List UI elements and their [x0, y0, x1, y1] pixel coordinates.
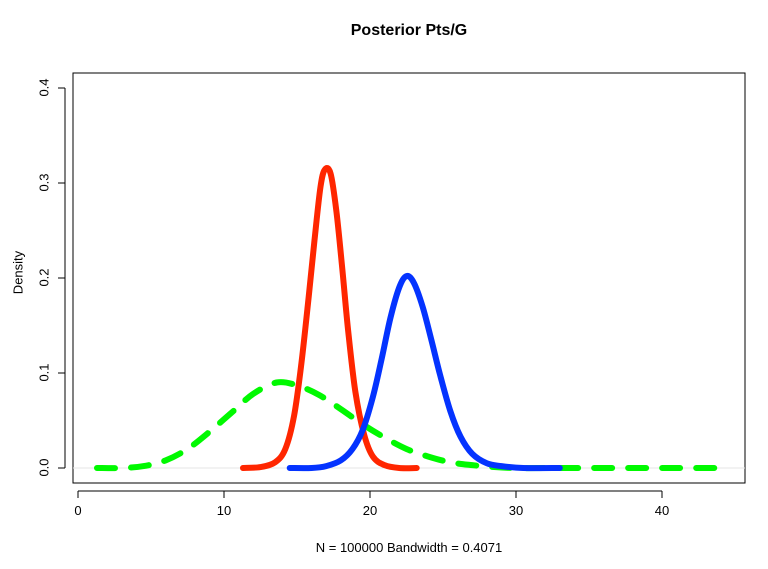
x-tick-label: 0	[74, 503, 82, 518]
x-tick-label: 20	[362, 503, 378, 518]
plot-frame	[72, 72, 746, 484]
y-tick-label: 0.0	[36, 458, 52, 477]
axes	[58, 87, 745, 498]
series-blue-line	[286, 272, 563, 472]
y-tick-label: 0.1	[36, 363, 52, 382]
y-tick-label: 0.4	[36, 78, 52, 97]
series-red-line	[239, 165, 420, 472]
x-tick-label: 40	[654, 503, 670, 518]
chart-title: Posterior Pts/G	[350, 22, 468, 39]
x-tick-label: 30	[508, 503, 524, 518]
x-axis-label: N = 100000 Bandwidth = 0.4071	[315, 540, 503, 555]
y-tick-label: 0.2	[36, 268, 52, 287]
data-series	[93, 165, 724, 472]
y-tick-label: 0.3	[36, 173, 52, 192]
y-axis-label: Density	[10, 250, 26, 295]
x-tick-label: 10	[216, 503, 232, 518]
series-green-line	[93, 379, 724, 472]
